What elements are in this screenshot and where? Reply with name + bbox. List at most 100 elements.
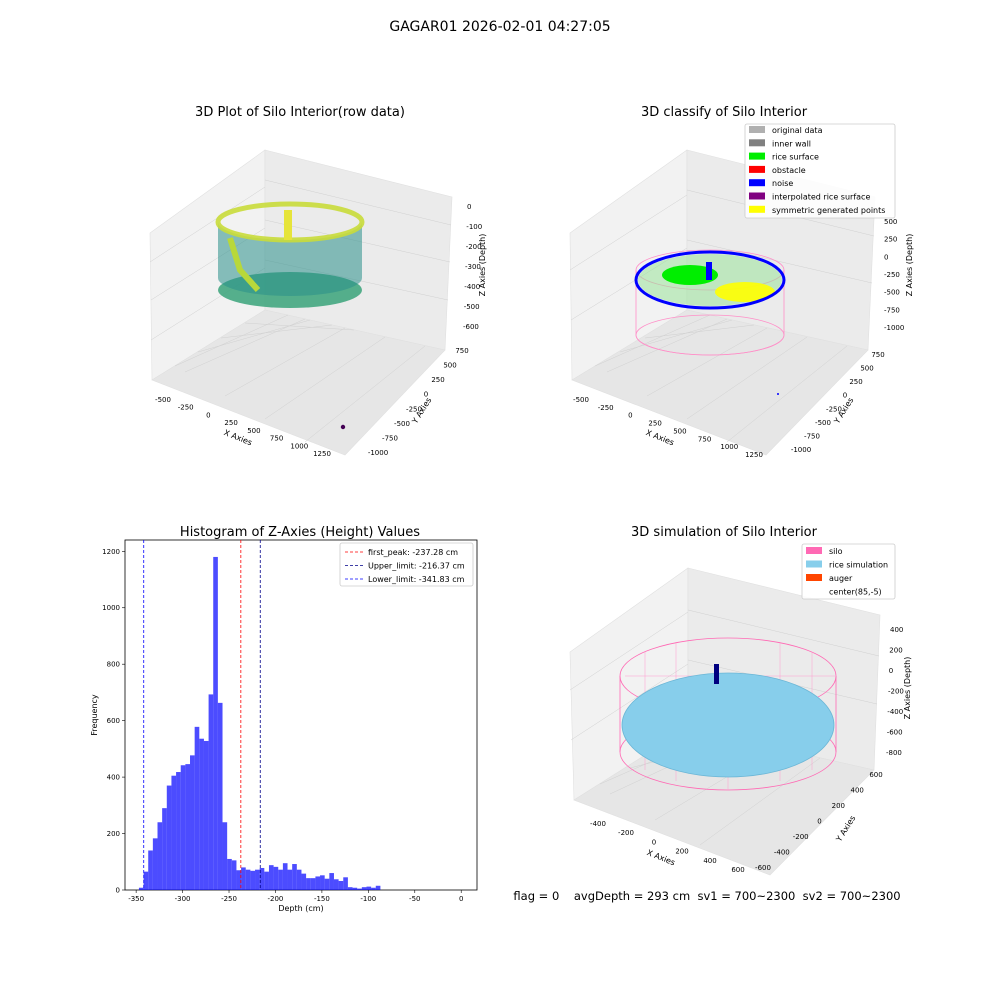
simulation-y-ticks: -600-400-200 0 200 400 600 — [755, 771, 883, 872]
classify-y-tick-label: 750 — [871, 351, 884, 359]
classify-noise-outlier — [777, 393, 779, 395]
simulation-z-tick-label: -200 — [888, 688, 904, 696]
histogram-bar — [357, 888, 362, 890]
histogram-bar — [176, 772, 181, 890]
histogram-title: Histogram of Z-Axies (Height) Values — [180, 525, 420, 540]
raw-y-tick-label: -250 — [406, 405, 422, 413]
raw-cloud-wall — [218, 222, 362, 296]
simulation-y-tick-label: -200 — [793, 833, 809, 841]
histogram-x-ticks: -350 -300 -250 -200 -150 -100 -50 0 — [128, 890, 463, 903]
histogram-bar — [347, 887, 353, 890]
classify-pane-floor — [571, 309, 869, 456]
histogram-bar — [338, 880, 344, 890]
legend-swatch — [749, 152, 765, 160]
raw-cloud-rim-left — [227, 237, 261, 293]
histogram-bar — [245, 869, 251, 890]
simulation-y-tick-label: -600 — [755, 864, 771, 872]
histogram-bar — [194, 726, 200, 890]
histogram-bar — [324, 878, 330, 890]
histogram-legend-label: Lower_limit: -341.83 cm — [368, 575, 465, 584]
histogram-bar — [273, 866, 279, 890]
legend-swatch — [749, 165, 765, 173]
histogram-y-tick-label: 200 — [107, 830, 120, 838]
histogram-bar — [157, 822, 163, 890]
legend-label: center(85,-5) — [829, 588, 882, 597]
histogram-bar — [241, 867, 246, 890]
histogram-y-label: Frequency — [90, 694, 99, 736]
raw-y-tick-label: 0 — [424, 391, 428, 399]
histogram-bar — [185, 764, 191, 890]
simulation-x-tick-label: 400 — [703, 857, 716, 865]
simulation-z-tick-label: -600 — [887, 729, 903, 737]
raw-x-tick-label: -250 — [178, 404, 194, 412]
classify-z-tick-label: 0 — [884, 253, 888, 261]
histogram-bar — [264, 871, 269, 890]
classify-x-tick-label: 750 — [698, 435, 711, 443]
simulation-3d-panel: 3D simulation of Silo Interior -400-2000… — [513, 525, 912, 903]
simulation-z-tick-label: 400 — [890, 626, 903, 634]
classify-x-tick-label: -250 — [598, 404, 614, 412]
classify-z-tick-label: -500 — [884, 289, 900, 297]
classify-x-label: X Axies — [645, 428, 676, 447]
raw-y-tick-label: 500 — [443, 362, 456, 370]
simulation-y-tick-label: 200 — [832, 802, 845, 810]
simulation-x-tick-label: 200 — [675, 848, 688, 856]
histogram-bar — [352, 887, 358, 890]
histogram-bar — [152, 838, 158, 890]
histogram-bar — [292, 864, 297, 890]
legend-swatch — [749, 179, 765, 187]
histogram-bar — [250, 870, 256, 890]
classify-x-ticks: -500 -250 0 250 500 750 1000 1250 — [573, 396, 763, 459]
raw-panel-title: 3D Plot of Silo Interior(row data) — [195, 105, 405, 120]
legend-swatch — [749, 205, 765, 213]
legend-label: interpolated rice surface — [772, 193, 870, 202]
histogram-bar — [333, 879, 339, 890]
simulation-z-ticks: 400 200 0 -200 -400 -600 -800 — [886, 626, 904, 757]
classify-z-tick-label: -1000 — [884, 324, 904, 332]
histogram-bar — [203, 740, 209, 890]
classify-z-tick-label: 250 — [884, 236, 897, 244]
simulation-status-text: flag = 0 avgDepth = 293 cm sv1 = 700~230… — [513, 889, 900, 903]
classify-silo-base — [635, 314, 785, 356]
histogram-bar — [190, 755, 195, 890]
simulation-x-tick-label: -200 — [618, 829, 634, 837]
histogram-bar — [222, 822, 228, 890]
classify-symmetric-points — [715, 282, 775, 302]
classify-y-tick-label: -1000 — [791, 446, 811, 454]
simulation-rice-surface — [621, 672, 835, 778]
classify-3d-panel: 3D classify of Silo Interior -500 -250 0 25… — [569, 105, 914, 459]
legend-label: inner wall — [772, 139, 811, 148]
histogram-x-tick-label: -250 — [221, 895, 237, 903]
simulation-y-tick-label: 600 — [869, 771, 882, 779]
histogram-bar — [282, 863, 288, 890]
histogram-x-label: Depth (cm) — [278, 904, 323, 913]
legend-swatch — [749, 126, 765, 133]
classify-x-tick-label: 500 — [673, 427, 686, 435]
legend-swatch — [806, 574, 822, 581]
histogram-bar — [231, 860, 237, 890]
legend-swatch — [806, 560, 822, 568]
histogram-legend-label: Upper_limit: -216.37 cm — [368, 562, 465, 571]
raw-z-tick-label: -500 — [464, 303, 480, 311]
histogram-bar — [180, 765, 186, 890]
histogram-bar — [199, 738, 204, 890]
histogram-bar — [148, 850, 153, 890]
histogram-y-tick-label: 400 — [107, 774, 120, 782]
classify-y-tick-label: -500 — [815, 419, 831, 427]
classify-y-tick-label: -250 — [826, 405, 842, 413]
histogram-x-tick-label: -150 — [314, 895, 330, 903]
raw-z-tick-label: 0 — [467, 203, 471, 211]
histogram-bar — [320, 875, 325, 890]
histogram-bar — [287, 869, 293, 890]
histogram-y-tick-label: 1200 — [102, 548, 120, 556]
classify-panel-title: 3D classify of Silo Interior — [641, 105, 808, 120]
histogram-bar — [236, 870, 242, 890]
legend-swatch — [749, 139, 765, 147]
simulation-x-ticks: -400 -200 0 200 400 600 — [590, 820, 745, 874]
simulation-z-label: Z Axies (Depth) — [903, 657, 912, 720]
histogram-x-tick-label: -350 — [128, 895, 144, 903]
raw-x-tick-label: 0 — [206, 411, 210, 419]
simulation-x-tick-label: 0 — [652, 838, 656, 846]
raw-z-tick-label: -100 — [466, 223, 482, 231]
